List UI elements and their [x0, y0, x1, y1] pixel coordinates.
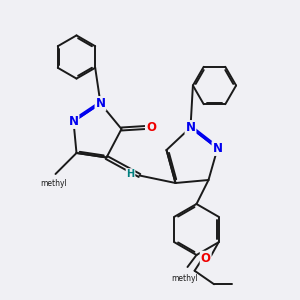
Text: N: N: [95, 97, 106, 110]
Text: H: H: [126, 169, 135, 179]
Text: N: N: [68, 115, 79, 128]
Text: methyl: methyl: [40, 179, 68, 188]
Text: N: N: [185, 121, 196, 134]
Text: methyl: methyl: [172, 274, 199, 283]
Text: N: N: [212, 142, 223, 155]
Text: O: O: [201, 252, 211, 265]
Text: O: O: [146, 121, 156, 134]
